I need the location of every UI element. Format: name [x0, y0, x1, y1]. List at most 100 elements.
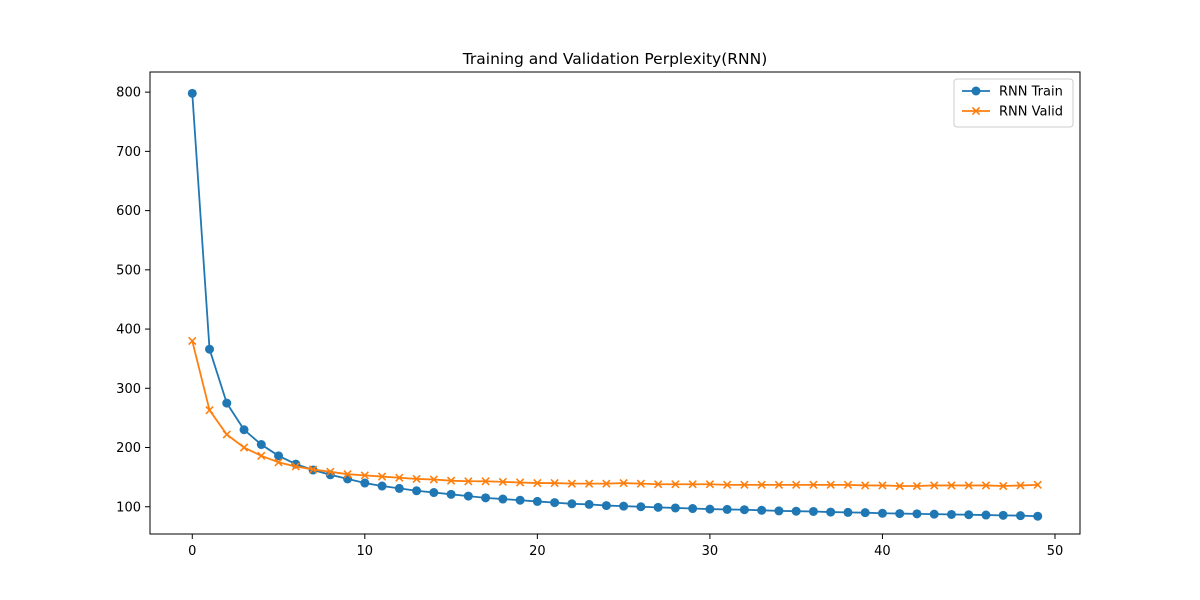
data-point: [947, 481, 956, 490]
data-point: [1033, 511, 1043, 521]
data-point: [463, 491, 473, 501]
data-point: [550, 478, 559, 488]
data-point: [722, 504, 732, 514]
legend-label: RNN Train: [999, 85, 1063, 100]
data-point: [930, 481, 939, 490]
data-point: [360, 478, 370, 488]
data-point: [429, 475, 438, 484]
data-point: [429, 488, 439, 498]
y-tick-label: 200: [116, 441, 141, 456]
data-point: [774, 480, 784, 490]
data-point: [653, 480, 663, 489]
data-point: [515, 495, 525, 505]
x-axis: 0 10 20 30 40 50: [188, 534, 1063, 559]
data-point: [377, 472, 387, 481]
x-tick-label: 40: [874, 544, 891, 559]
data-point: [515, 478, 525, 487]
data-point: [791, 506, 801, 516]
data-point: [343, 470, 352, 479]
data-point: [532, 496, 542, 506]
data-point: [412, 486, 422, 496]
data-point: [999, 481, 1008, 491]
y-tick-label: 800: [116, 86, 141, 101]
data-point: [722, 480, 732, 490]
data-point: [895, 481, 904, 491]
legend-marker: [971, 106, 981, 116]
plot-area: [150, 72, 1080, 534]
data-point: [792, 480, 801, 490]
legend: RNN Train RNN Valid: [953, 78, 1074, 128]
data-point: [291, 462, 300, 471]
data-point: [1033, 480, 1042, 490]
x-tick-label: 30: [702, 544, 719, 559]
y-tick-label: 400: [116, 323, 141, 338]
data-point: [308, 465, 318, 474]
data-point: [533, 478, 542, 488]
data-point: [670, 503, 680, 513]
data-point: [602, 479, 611, 488]
data-point: [584, 499, 594, 509]
data-point: [343, 474, 353, 484]
plot-frame: [149, 71, 1081, 535]
data-point: [446, 489, 456, 499]
data-point: [912, 509, 922, 519]
data-point: [498, 477, 508, 487]
data-point: [860, 508, 870, 518]
y-tick-label: 500: [116, 263, 141, 278]
x-tick-label: 20: [529, 544, 546, 559]
data-point: [464, 477, 473, 486]
data-point: [601, 501, 611, 511]
y-tick-label: 700: [116, 145, 141, 160]
data-point: [809, 480, 818, 490]
y-axis: 100 200 300 400 500 600 700 800: [116, 86, 150, 515]
data-point: [653, 502, 663, 512]
data-point: [671, 480, 680, 489]
data-point: [567, 499, 577, 509]
data-point: [964, 481, 973, 490]
data-point: [1016, 481, 1025, 490]
data-point: [636, 479, 646, 488]
data-point: [705, 504, 715, 514]
data-point: [567, 479, 577, 488]
data-point: [705, 480, 715, 489]
data-point: [187, 88, 197, 98]
data-point: [619, 478, 628, 488]
data-point: [222, 398, 232, 408]
data-point: [326, 467, 335, 476]
chart-title: Training and Validation Perplexity(RNN): [462, 50, 768, 68]
data-point: [619, 501, 629, 511]
x-tick-label: 50: [1047, 544, 1064, 559]
data-point: [688, 504, 698, 514]
data-point: [360, 471, 369, 480]
data-point: [757, 480, 766, 490]
data-point: [981, 481, 991, 490]
data-point: [481, 477, 490, 486]
data-point: [861, 481, 870, 490]
data-point: [498, 494, 508, 504]
data-point: [843, 507, 853, 517]
data-point: [929, 509, 939, 519]
data-point: [274, 451, 284, 461]
series-rnn-valid: [188, 336, 1042, 491]
data-point: [808, 506, 818, 516]
data-point: [826, 507, 836, 517]
x-tick-label: 10: [357, 544, 374, 559]
data-point: [1015, 511, 1025, 521]
data-point: [256, 440, 266, 450]
data-point: [946, 509, 956, 519]
series-line: [191, 340, 1038, 487]
data-point: [205, 344, 215, 354]
legend-marker: [971, 86, 981, 96]
data-point: [757, 505, 767, 515]
data-point: [222, 430, 231, 439]
y-tick-label: 100: [116, 500, 141, 515]
data-point: [739, 505, 749, 515]
legend-entry: RNN Train: [962, 85, 1063, 100]
data-point: [998, 510, 1008, 520]
data-point: [188, 336, 197, 346]
data-point: [394, 483, 404, 493]
data-point: [274, 458, 283, 467]
data-point: [377, 481, 387, 491]
data-point: [843, 480, 853, 490]
